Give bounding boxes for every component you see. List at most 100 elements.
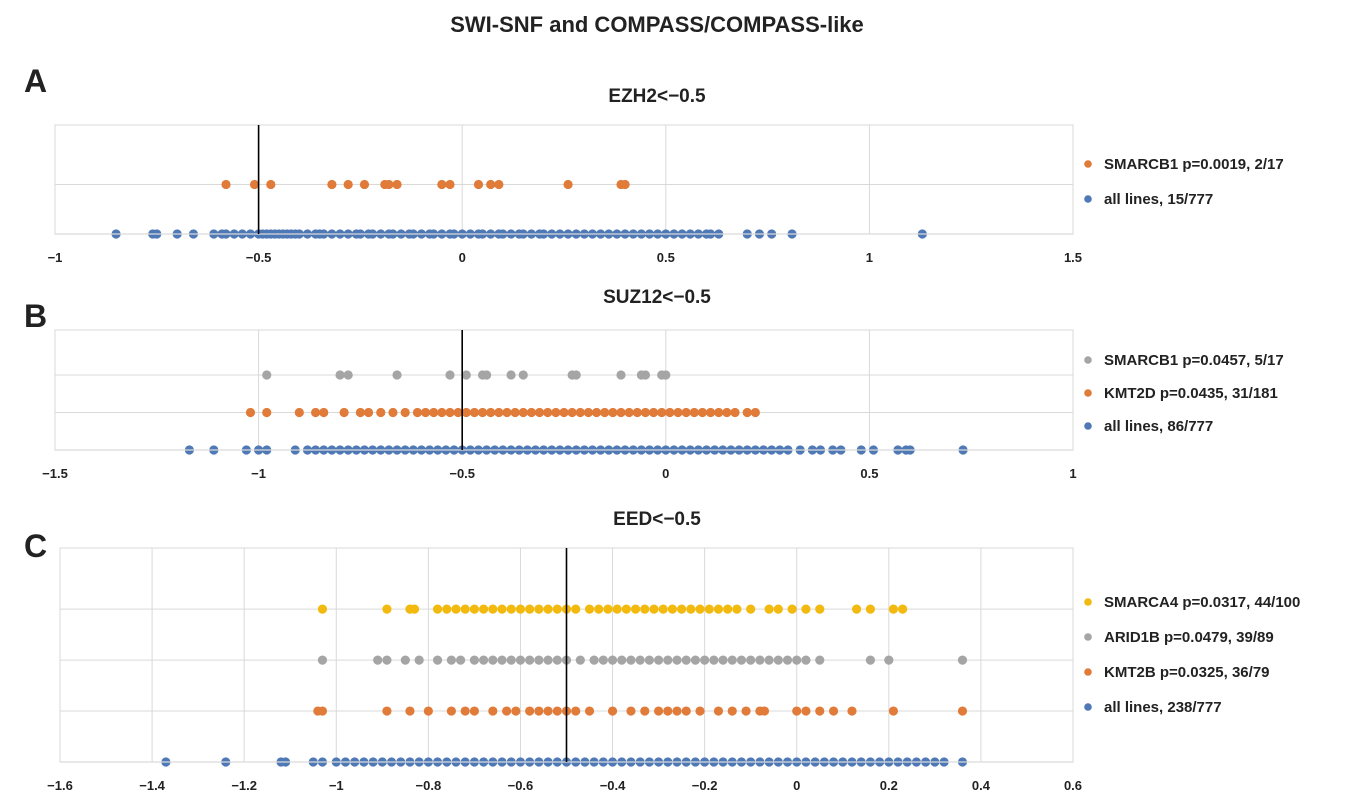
data-point [653, 706, 664, 716]
data-point [511, 706, 521, 716]
chart-panel-c: C EED<−0.5 −1.6 −1.4 −1.2 −1 −0.8 −0.6 −0.4 −0.2 0… [24, 509, 1300, 793]
data-point [317, 706, 328, 716]
data-point [792, 706, 802, 716]
data-point [616, 370, 626, 380]
data-point [551, 407, 561, 418]
data-point [742, 407, 752, 418]
data-point [612, 604, 622, 614]
data-point [644, 655, 654, 665]
data-point [663, 655, 673, 665]
tick-label: −0.6 [508, 778, 534, 793]
tick-label: −0.5 [246, 250, 272, 265]
legend-marker [1084, 703, 1092, 711]
data-point [432, 655, 443, 665]
data-point [460, 604, 470, 614]
data-point [482, 370, 492, 380]
legend-marker [1084, 598, 1092, 606]
data-point [543, 706, 553, 716]
data-point [704, 604, 714, 614]
data-point [815, 655, 825, 665]
data-point [453, 407, 463, 418]
data-point [782, 655, 793, 665]
data-point [567, 407, 577, 418]
data-point [442, 604, 452, 614]
data-point [384, 179, 394, 190]
data-point [311, 407, 321, 418]
legend-marker [1084, 668, 1092, 676]
data-point [262, 370, 272, 380]
chart-panel-a: A EZH2<−0.5 −1 −0.5 0 0.5 1 1.5 SMARCB1 p=0.0019… [24, 63, 1284, 265]
data-point [543, 655, 553, 665]
data-point [607, 655, 618, 665]
plot-area [54, 329, 1074, 451]
data-point [653, 655, 664, 665]
data-point [559, 407, 569, 418]
data-point [506, 655, 516, 665]
legend-marker [1084, 422, 1092, 430]
data-point [801, 655, 811, 665]
tick-label: −0.5 [449, 466, 475, 481]
legend-marker [1084, 160, 1092, 168]
data-point [632, 407, 642, 418]
data-point [681, 655, 691, 665]
data-point [851, 604, 862, 614]
tick-label: 0.4 [972, 778, 991, 793]
data-point [624, 407, 634, 418]
data-point [473, 179, 484, 190]
data-point [575, 407, 585, 418]
data-point [598, 655, 608, 665]
data-point [957, 655, 968, 665]
data-point [445, 370, 455, 380]
data-point [714, 407, 724, 418]
data-point [764, 604, 774, 614]
data-point [723, 604, 733, 614]
tick-label: −0.2 [692, 778, 718, 793]
data-point [400, 655, 410, 665]
data-point [727, 655, 737, 665]
data-point [339, 407, 349, 418]
legend-label: SMARCA4 p=0.0317, 44/100 [1104, 594, 1300, 611]
data-point [828, 706, 839, 716]
data-point [718, 655, 728, 665]
legend-label: all lines, 15/777 [1104, 191, 1213, 208]
data-point [515, 655, 526, 665]
data-point [709, 655, 719, 665]
tick-label: −1.4 [139, 778, 165, 793]
data-point [469, 655, 480, 665]
data-point [409, 604, 420, 614]
data-point [534, 604, 544, 614]
data-point [620, 179, 630, 190]
data-point [373, 655, 383, 665]
data-point [681, 706, 691, 716]
data-point [525, 655, 535, 665]
data-point [640, 407, 651, 418]
data-point [815, 706, 825, 716]
panel-label: A [24, 63, 47, 99]
data-point [359, 179, 370, 190]
data-point [317, 604, 328, 614]
tick-label: −1 [48, 250, 63, 265]
data-point [616, 407, 626, 418]
data-point [636, 370, 646, 380]
data-point [801, 604, 811, 614]
data-point [865, 604, 876, 614]
data-point [543, 604, 553, 614]
data-point [552, 706, 562, 716]
data-point [661, 370, 671, 380]
data-point [713, 604, 724, 614]
legend-marker [1084, 389, 1092, 397]
data-point [746, 655, 756, 665]
tick-label: 0 [459, 250, 466, 265]
data-point [445, 179, 455, 190]
data-point [736, 655, 747, 665]
data-point [727, 706, 737, 716]
data-point [335, 370, 345, 380]
data-point [534, 407, 545, 418]
data-point [502, 407, 512, 418]
data-point [626, 655, 636, 665]
data-point [888, 604, 899, 614]
data-point [658, 604, 668, 614]
data-point [635, 655, 645, 665]
data-point [486, 407, 496, 418]
legend-label: ARID1B p=0.0479, 39/89 [1104, 629, 1274, 646]
